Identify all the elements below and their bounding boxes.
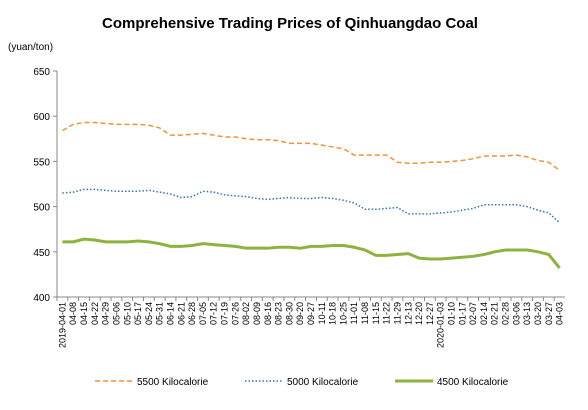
x-tick-label: 08-23 — [274, 302, 284, 325]
x-tick-label: 05-17 — [133, 302, 143, 325]
x-tick-label: 10-18 — [328, 302, 338, 325]
legend-label: 5000 Kilocalorie — [287, 377, 359, 388]
y-tick-label: 450 — [33, 248, 50, 259]
x-tick-label: 08-09 — [252, 302, 262, 325]
x-tick-label: 06-14 — [165, 302, 175, 325]
chart-title: Comprehensive Trading Prices of Qinhuang… — [102, 15, 478, 32]
legend-label: 4500 Kilocalorie — [437, 377, 509, 388]
x-tick-label: 05-24 — [144, 302, 154, 325]
series-line — [62, 237, 561, 270]
x-tick-label: 11-08 — [360, 302, 370, 324]
x-tick-label: 06-21 — [176, 302, 186, 325]
y-tick-label: 650 — [33, 67, 50, 78]
x-tick-label: 10-11 — [317, 302, 327, 324]
x-tick-label: 03-27 — [544, 302, 554, 325]
x-tick-label: 07-12 — [209, 302, 219, 325]
x-tick-label: 12-13 — [403, 302, 413, 325]
series-line — [62, 188, 561, 224]
x-tick-label: 2019-04-01 — [57, 302, 67, 348]
x-tick-label: 09-27 — [306, 302, 316, 325]
x-tick-label: 12-27 — [425, 302, 435, 325]
x-tick-label: 04-08 — [68, 302, 78, 325]
x-tick-label: 04-22 — [90, 302, 100, 325]
x-tick-label: 09-20 — [295, 302, 305, 325]
x-tick-label: 03-06 — [511, 302, 521, 325]
x-tick-label: 03-20 — [533, 302, 543, 325]
x-tick-label: 02-21 — [490, 302, 500, 325]
x-tick-label: 08-30 — [284, 302, 294, 325]
x-tick-label: 07-26 — [230, 302, 240, 325]
x-tick-label: 01-17 — [457, 302, 467, 325]
x-tick-label: 03-13 — [522, 302, 532, 325]
x-tick-label: 11-29 — [392, 302, 402, 324]
x-tick-label: 06-28 — [187, 302, 197, 325]
x-tick-label: 04-15 — [79, 302, 89, 325]
x-tick-label: 07-19 — [220, 302, 230, 325]
x-tick-label: 08-02 — [241, 302, 251, 325]
x-tick-label: 08-16 — [263, 302, 273, 325]
x-tick-label: 02-07 — [468, 302, 478, 325]
legend-label: 5500 Kilocalorie — [137, 377, 209, 388]
y-tick-label: 400 — [33, 293, 50, 304]
x-tick-label: 02-28 — [501, 302, 511, 325]
x-tick-label: 02-14 — [479, 302, 489, 325]
y-axis-label: (yuan/ton) — [8, 42, 53, 53]
x-tick-label: 07-05 — [198, 302, 208, 325]
x-tick-label: 04-29 — [101, 302, 111, 325]
series-line — [62, 121, 561, 172]
x-tick-label: 05-31 — [155, 302, 165, 325]
x-tick-label: 12-20 — [414, 302, 424, 325]
x-tick-label: 05-10 — [122, 302, 132, 325]
y-tick-label: 600 — [33, 112, 50, 123]
x-tick-label: 2020-01-03 — [436, 302, 446, 348]
x-tick-label: 11-22 — [382, 302, 392, 324]
y-tick-label: 550 — [33, 157, 50, 168]
x-tick-label: 04-03 — [555, 302, 565, 325]
x-tick-label: 10-25 — [338, 302, 348, 325]
x-tick-label: 05-06 — [111, 302, 121, 325]
x-tick-label: 01-10 — [447, 302, 457, 325]
x-tick-label: 11-15 — [371, 302, 381, 324]
x-tick-label: 11-01 — [349, 302, 359, 324]
y-tick-label: 500 — [33, 203, 50, 214]
